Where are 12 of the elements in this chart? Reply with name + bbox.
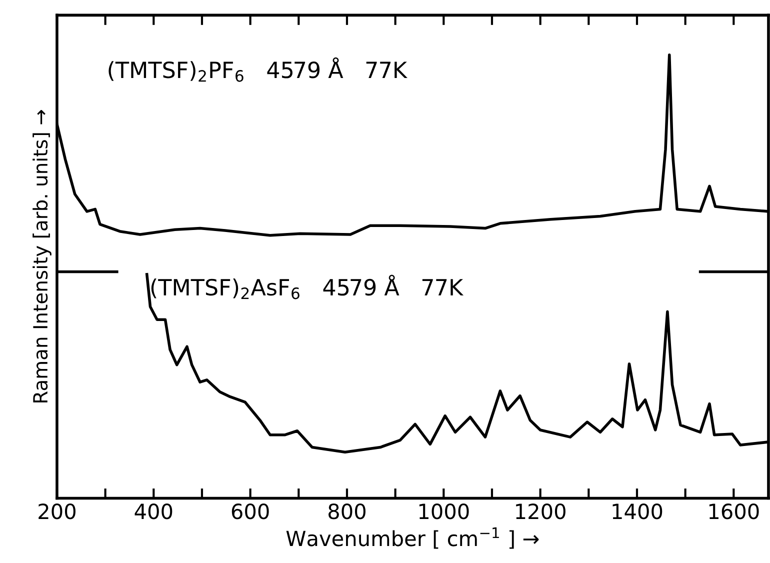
x-tick-label: 800 — [328, 503, 366, 520]
x-tick-label: 1400 — [612, 503, 662, 520]
x-tick-label: 1600 — [709, 503, 759, 520]
text: (TMTSF)$_{2}$PF$_{6}$ 4579 Å 77K — [108, 57, 408, 82]
x-tick-label: 400 — [134, 503, 172, 520]
x-tick-label: 1000 — [419, 503, 469, 520]
y-axis-title: Raman Intensity [arb. units] → — [32, 110, 52, 402]
x-tick-label: 200 — [38, 503, 76, 520]
x-axis-title: Wavenumber [ cm$^{−1}$ ] → — [286, 527, 539, 549]
x-tick-label: 600 — [232, 503, 269, 520]
text: (TMTSF)$_{2}$AsF$_{6}$ 4579 Å 77K — [151, 274, 464, 300]
x-tick-label: 1200 — [516, 503, 566, 520]
